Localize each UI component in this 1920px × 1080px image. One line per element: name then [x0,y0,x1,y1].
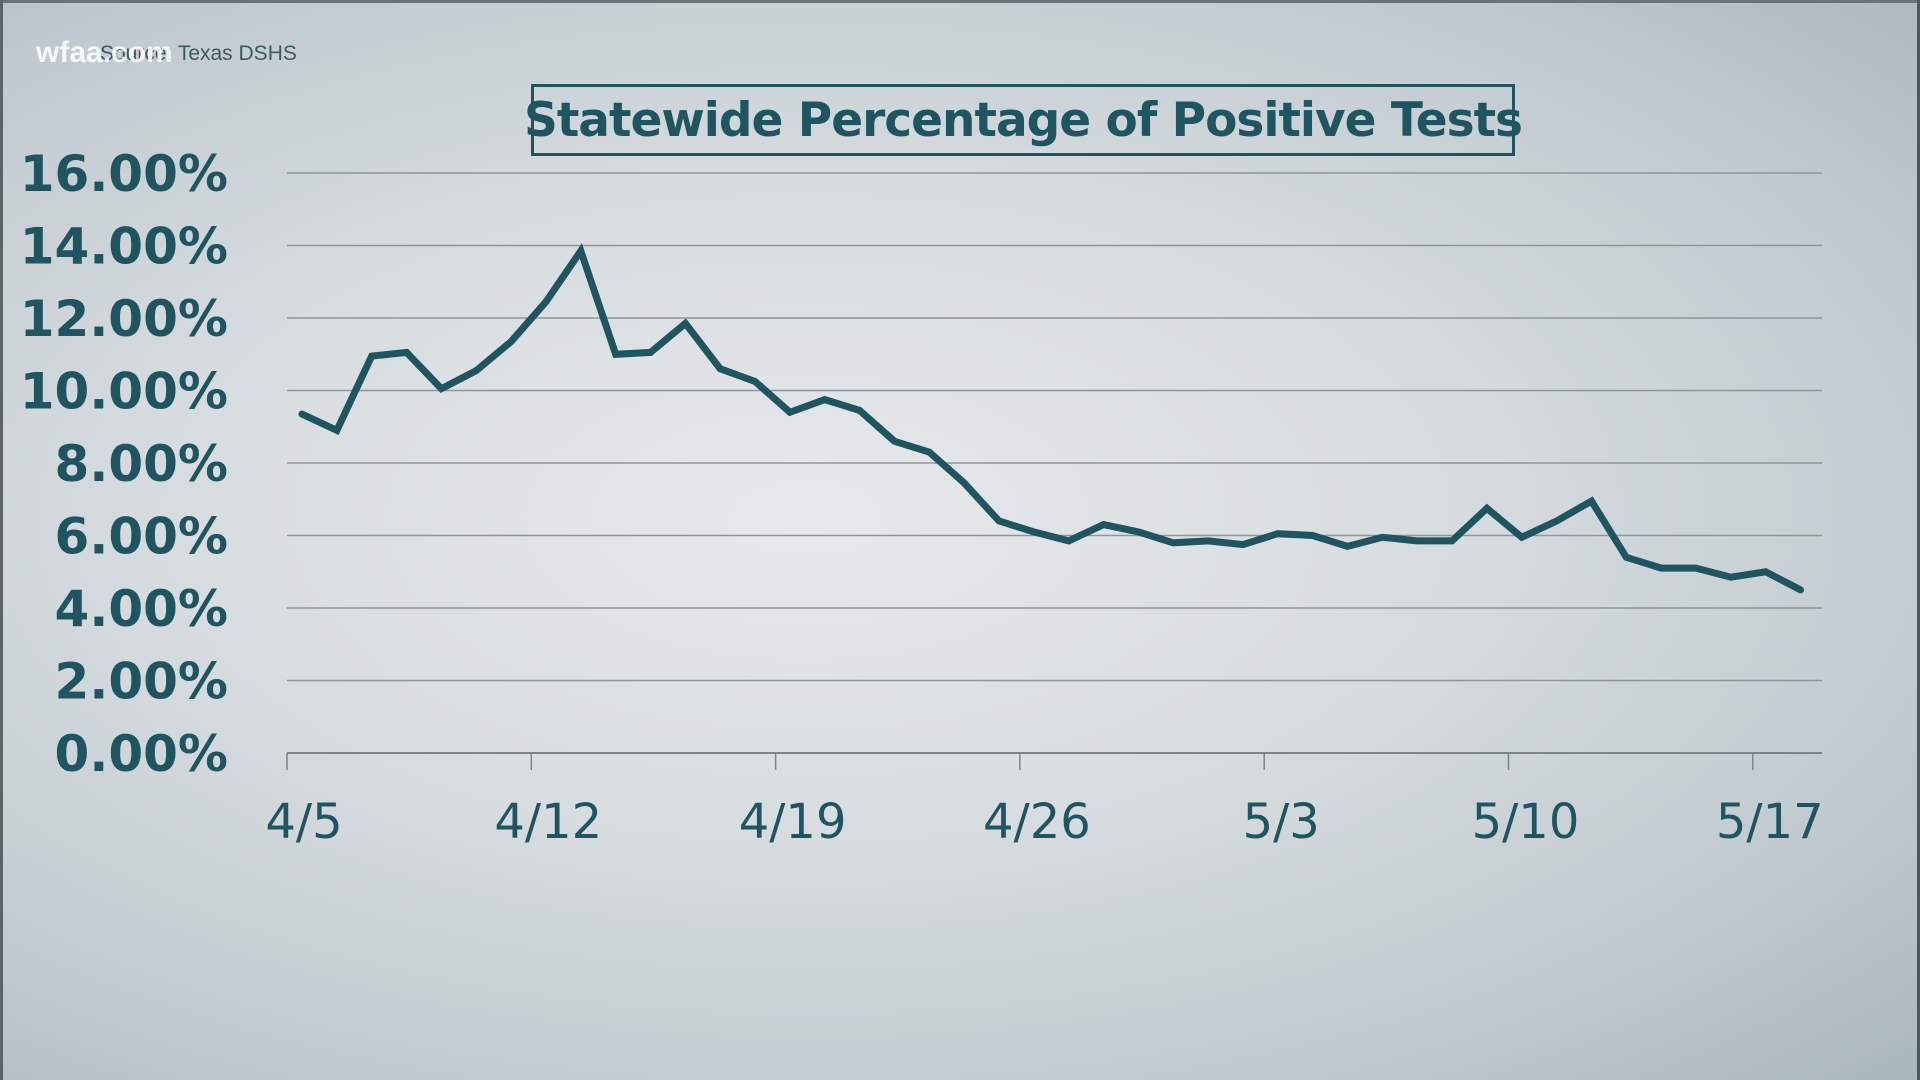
y-tick-label: 0.00% [55,725,228,783]
y-axis-labels: 0.00% 2.00% 4.00% 6.00% 8.00% 10.00% 12.00% 14.… [20,145,228,783]
x-tick-label: 5/10 [1472,794,1580,850]
x-axis-labels: 4/5 4/12 4/19 4/26 5/3 5/10 5/17 [265,794,1823,850]
x-tick-label: 5/3 [1243,794,1320,850]
y-tick-label: 8.00% [55,435,228,493]
frame-left-border [0,0,3,1080]
x-tick-label: 4/19 [739,794,847,850]
x-tick-label: 5/17 [1716,794,1824,850]
x-tick-label: 4/26 [983,794,1091,850]
series-line [298,243,1804,594]
gridlines [287,172,1822,682]
frame-top-border [0,0,1920,3]
x-tick-label: 4/12 [494,794,602,850]
chart-title-box: Statewide Percentage of Positive Tests [524,84,1523,156]
series-group [298,243,1804,594]
chart-title: Statewide Percentage of Positive Tests [523,92,1523,148]
y-tick-label: 4.00% [55,580,228,638]
wfaa-watermark-logo: wfaa.com [36,36,173,69]
source-caption: Source: Texas DSHS [100,42,297,65]
y-tick-label: 14.00% [20,218,228,276]
frame-right-border [1917,0,1920,1080]
x-tick-label: 4/5 [265,794,342,850]
y-tick-label: 6.00% [55,508,228,566]
y-tick-label: 16.00% [20,145,228,203]
y-tick-label: 10.00% [20,363,228,421]
x-axis [286,752,1822,770]
y-tick-label: 2.00% [55,653,228,711]
y-tick-label: 12.00% [20,290,228,348]
